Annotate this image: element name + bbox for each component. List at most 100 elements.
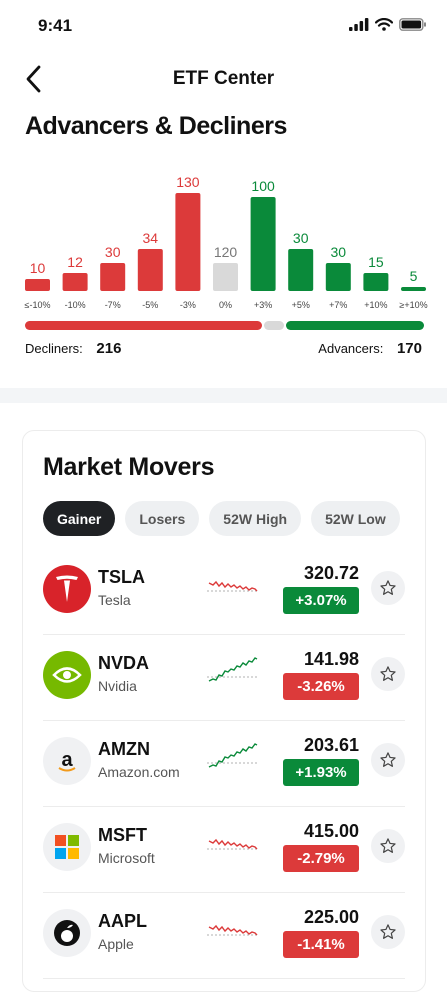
row-divider [43,720,405,721]
mover-company-name: Microsoft [98,850,155,866]
mover-row[interactable]: MSFT Microsoft 415.00 -2.79% [23,807,425,893]
distribution-bar [401,287,426,291]
bar-category-label: +7% [329,300,347,310]
advancers-count: 170 [396,340,422,357]
mover-price: 320.72 [303,563,359,583]
favorite-star-button[interactable] [371,915,405,949]
decliners-count: 216 [96,340,122,357]
decliners-summary: Decliners: 216 [25,340,121,357]
distribution-bar [325,263,351,291]
advancers-summary: Advancers: 170 [318,340,422,357]
status-bar: 9:41 [0,0,447,50]
sparkline-chart [207,657,258,682]
distribution-bar [62,273,88,291]
advancers-ratio-bar [286,321,424,330]
status-icons [349,18,427,31]
bar-category-label: +5% [292,300,310,310]
mover-row[interactable]: AAPL Apple 225.00 -1.41% [23,893,425,979]
mover-row[interactable]: TSLA Tesla 320.72 +3.07% [23,549,425,635]
decliners-ratio-bar [25,321,262,330]
bar-value-label: 12 [67,254,83,270]
mover-change-badge: -3.26% [283,673,359,700]
sparkline-chart [207,924,258,936]
mover-ticker: MSFT [98,825,147,845]
battery-icon [399,18,426,31]
bar-category-label: -3% [180,300,196,310]
section-divider [0,388,447,403]
mover-company-name: Amazon.com [98,764,180,780]
star-icon [380,752,396,767]
page-title: ETF Center [172,68,275,89]
favorite-star-button[interactable] [371,571,405,605]
row-divider [43,892,405,893]
bar-category-label: ≤-10% [25,300,51,310]
bar-category-label: +10% [364,300,387,310]
bar-value-label: 120 [214,244,238,260]
section-title-advancers-decliners: Advancers & Decliners [25,112,287,140]
movers-tabs: Gainer Losers 52W High 52W Low [43,501,400,536]
back-chevron-icon[interactable] [22,64,46,94]
mover-price: 415.00 [303,821,359,841]
bar-category-label: -10% [65,300,86,310]
distribution-chart: 10 ≤-10% 12 -10% 30 -7% 34 -5% 130 -3% 120 0% 100 +3%… [25,174,428,330]
distribution-bar [100,263,126,291]
tab-52w-low[interactable]: 52W Low [311,501,400,536]
market-movers-card: Market Movers Gainer Losers 52W High 52W… [22,430,426,992]
neutral-ratio-bar [264,321,284,330]
amazon-logo-icon: a [43,737,91,785]
distribution-bar [363,273,389,291]
mover-ticker: AMZN [98,739,150,759]
mover-company-name: Apple [98,936,134,952]
market-movers-title: Market Movers [43,453,215,481]
sparkline-chart [207,580,258,592]
bar-value-label: 5 [410,268,418,284]
bar-category-label: -7% [105,300,121,310]
tab-52w-high[interactable]: 52W High [209,501,302,536]
mover-ticker: NVDA [98,653,150,673]
star-icon [380,580,396,595]
row-divider [43,978,405,979]
bar-value-label: 100 [251,178,275,194]
bar-value-label: 30 [105,244,121,260]
mover-price: 203.61 [303,735,359,755]
mover-row[interactable]: a AMZN Amazon.com 203.61 +1.93% [23,721,425,807]
mover-change-badge: +1.93% [283,759,359,786]
bar-value-label: 130 [176,174,200,190]
bar-category-label: 0% [219,300,232,310]
distribution-bar [288,249,314,291]
status-time: 9:41 [38,16,73,35]
apple-logo-icon [43,909,91,957]
star-icon [380,666,396,681]
mover-price: 225.00 [303,907,359,927]
bar-value-label: 30 [331,244,347,260]
mover-ticker: AAPL [98,911,147,931]
signal-icon [349,18,369,31]
distribution-bar [25,279,50,291]
bar-value-label: 34 [143,230,159,246]
nav-bar: ETF Center [0,60,447,98]
mover-change-badge: -1.41% [283,931,359,958]
mover-row[interactable]: NVDA Nvidia 141.98 -3.26% [23,635,425,721]
bar-value-label: 15 [368,254,384,270]
mover-ticker: TSLA [98,567,145,587]
sparkline-chart [207,838,258,850]
favorite-star-button[interactable] [371,829,405,863]
wifi-icon [375,18,393,31]
row-divider [43,634,405,635]
bar-category-label: ≥+10% [399,300,427,310]
row-divider [43,806,405,807]
tab-losers[interactable]: Losers [125,501,200,536]
mover-change-badge: +3.07% [283,587,359,614]
decliners-label: Decliners: [25,341,83,356]
mover-price: 141.98 [303,649,359,669]
mover-company-name: Tesla [98,592,131,608]
advancers-label: Advancers: [318,341,384,356]
bar-value-label: 10 [30,260,46,276]
bar-category-label: -5% [142,300,158,310]
sparkline-chart [207,743,258,768]
tab-gainer[interactable]: Gainer [43,501,116,536]
favorite-star-button[interactable] [371,743,405,777]
bar-category-label: +3% [254,300,272,310]
tesla-logo-icon [43,565,91,613]
favorite-star-button[interactable] [371,657,405,691]
